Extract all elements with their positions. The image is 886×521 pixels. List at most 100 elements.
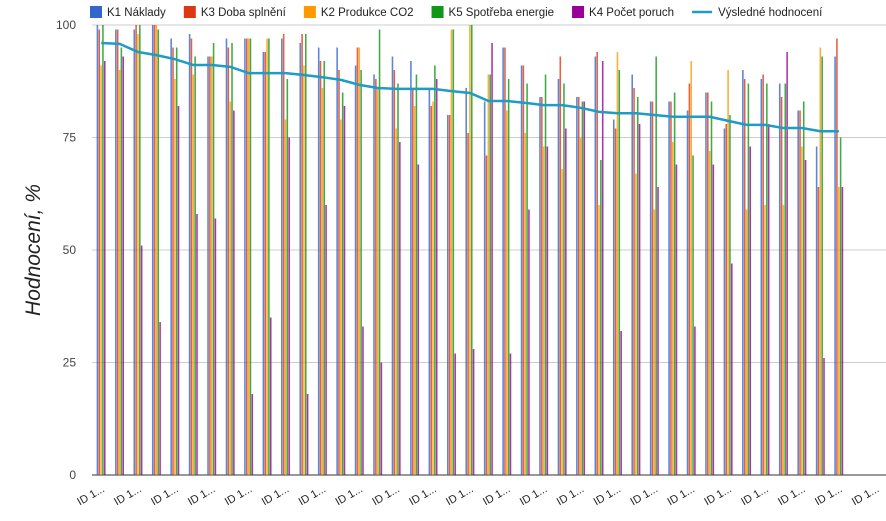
bar <box>817 187 820 475</box>
bar <box>196 214 198 475</box>
bar <box>118 70 121 475</box>
bar <box>612 119 615 475</box>
x-tick-label: ID 1... <box>297 483 328 508</box>
bar <box>157 29 160 475</box>
x-tick-label: ID 1... <box>555 483 586 508</box>
x-tick-label: ID 1... <box>481 483 512 508</box>
bar <box>614 128 617 475</box>
y-tick-label: 75 <box>63 131 77 145</box>
bar <box>303 65 305 475</box>
bar <box>376 88 379 475</box>
bar <box>323 61 326 475</box>
bar <box>723 128 726 475</box>
legend-label: Výsledné hodnocení <box>718 7 823 19</box>
bar <box>139 25 141 475</box>
bar <box>116 29 119 475</box>
bar <box>247 38 250 475</box>
bar <box>175 47 178 475</box>
bar <box>802 101 805 475</box>
bar <box>336 47 338 475</box>
bar <box>452 29 455 475</box>
bar <box>673 92 676 475</box>
x-tick-label: ID 1... <box>592 483 623 508</box>
y-tick-label: 0 <box>69 468 76 482</box>
legend-label: K4 Počet poruch <box>589 7 674 19</box>
bar <box>338 70 340 475</box>
bar <box>305 34 307 475</box>
bar <box>561 169 563 475</box>
bar <box>764 205 766 475</box>
bar <box>671 142 674 475</box>
bar <box>375 79 377 475</box>
bar <box>262 52 265 475</box>
bar <box>504 47 506 475</box>
bar <box>380 362 383 475</box>
bar <box>341 92 344 475</box>
bar <box>804 160 807 475</box>
bar <box>598 205 600 475</box>
bar <box>819 47 822 475</box>
legend-item: K3 Doba splnění <box>183 6 287 19</box>
bar <box>472 349 475 475</box>
bar <box>264 52 266 475</box>
legend-item: K4 Počet poruch <box>572 6 674 19</box>
x-tick-label: ID 1... <box>702 483 733 508</box>
bar <box>415 74 418 475</box>
bar <box>410 61 412 475</box>
bar <box>430 106 432 475</box>
bar <box>708 151 711 475</box>
bar <box>762 74 764 475</box>
bar <box>576 97 578 475</box>
bar <box>557 79 560 475</box>
bar <box>137 34 139 475</box>
x-tick-label: ID 1... <box>629 483 660 508</box>
bar <box>581 101 584 475</box>
bar <box>655 56 657 475</box>
bar <box>823 358 825 475</box>
bar <box>815 146 818 475</box>
bar <box>115 29 117 475</box>
bar <box>428 88 431 475</box>
bar <box>616 52 619 475</box>
bar <box>485 155 488 475</box>
bar <box>657 187 659 475</box>
legend-label: K2 Produkce CO2 <box>321 7 414 19</box>
bar <box>539 97 541 475</box>
bar <box>686 110 689 475</box>
bar <box>354 65 357 475</box>
y-tick-label: 100 <box>56 18 76 32</box>
bar <box>600 160 602 475</box>
bar <box>633 88 635 475</box>
bar <box>747 83 750 475</box>
bar <box>694 326 696 475</box>
bar <box>153 25 156 475</box>
bar <box>269 317 272 475</box>
bar <box>319 61 322 475</box>
bar <box>782 205 785 475</box>
bar <box>207 56 209 475</box>
legend-swatch <box>303 6 316 18</box>
bar <box>745 209 748 475</box>
bar <box>98 29 101 475</box>
bar <box>544 74 547 475</box>
bar <box>601 61 604 475</box>
bar <box>140 245 143 475</box>
bar <box>841 187 844 475</box>
bar <box>356 47 359 475</box>
bar <box>577 97 580 475</box>
bar <box>766 83 768 475</box>
x-tick-label: ID 1... <box>813 483 844 508</box>
bar <box>638 124 641 475</box>
bar <box>268 38 270 475</box>
bar <box>231 43 233 475</box>
bar <box>743 79 746 475</box>
bar <box>712 164 715 475</box>
bar <box>837 187 840 475</box>
bar <box>729 115 731 475</box>
y-tick-label: 25 <box>63 356 77 370</box>
bar <box>778 83 781 475</box>
bar <box>209 56 211 475</box>
bar <box>190 38 193 475</box>
bar <box>397 83 399 475</box>
